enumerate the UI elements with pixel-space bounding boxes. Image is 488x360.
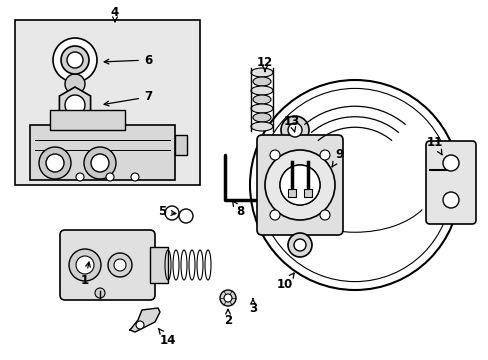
Circle shape bbox=[319, 210, 329, 220]
Text: 8: 8 bbox=[232, 201, 244, 219]
Circle shape bbox=[61, 46, 89, 74]
Text: 11: 11 bbox=[426, 136, 442, 155]
FancyBboxPatch shape bbox=[60, 230, 155, 300]
Circle shape bbox=[269, 210, 280, 220]
Circle shape bbox=[319, 150, 329, 160]
Circle shape bbox=[220, 290, 236, 306]
Circle shape bbox=[258, 89, 451, 282]
Text: 4: 4 bbox=[111, 5, 119, 22]
Bar bbox=[15, 20, 200, 185]
Bar bbox=[304, 189, 311, 197]
Circle shape bbox=[65, 74, 85, 94]
Circle shape bbox=[442, 155, 458, 171]
Text: 7: 7 bbox=[104, 90, 152, 106]
Circle shape bbox=[131, 173, 139, 181]
Circle shape bbox=[95, 288, 105, 298]
Circle shape bbox=[67, 52, 83, 68]
Circle shape bbox=[53, 38, 97, 82]
Circle shape bbox=[280, 165, 319, 205]
Circle shape bbox=[39, 147, 71, 179]
FancyBboxPatch shape bbox=[257, 135, 342, 235]
Text: 9: 9 bbox=[331, 148, 344, 167]
Text: 2: 2 bbox=[224, 309, 232, 327]
Ellipse shape bbox=[250, 68, 272, 77]
Circle shape bbox=[108, 253, 132, 277]
Circle shape bbox=[293, 239, 305, 251]
Circle shape bbox=[65, 95, 85, 115]
Text: 13: 13 bbox=[284, 116, 300, 132]
Text: 14: 14 bbox=[158, 329, 176, 346]
Circle shape bbox=[106, 173, 114, 181]
Polygon shape bbox=[59, 87, 90, 123]
Text: 3: 3 bbox=[248, 299, 257, 315]
Ellipse shape bbox=[250, 86, 272, 95]
Circle shape bbox=[442, 192, 458, 208]
Circle shape bbox=[281, 116, 308, 144]
Circle shape bbox=[136, 321, 143, 329]
Circle shape bbox=[287, 233, 311, 257]
Text: 6: 6 bbox=[104, 54, 152, 67]
Ellipse shape bbox=[250, 104, 272, 113]
Circle shape bbox=[76, 173, 84, 181]
Circle shape bbox=[46, 154, 64, 172]
FancyBboxPatch shape bbox=[425, 141, 475, 224]
Bar bbox=[30, 125, 175, 180]
Bar bbox=[150, 247, 168, 283]
Circle shape bbox=[280, 165, 319, 205]
Bar bbox=[175, 135, 186, 155]
Text: 1: 1 bbox=[81, 262, 90, 287]
Circle shape bbox=[114, 259, 126, 271]
Text: 10: 10 bbox=[276, 273, 294, 292]
Circle shape bbox=[264, 150, 334, 220]
Text: 5: 5 bbox=[158, 206, 176, 219]
Circle shape bbox=[76, 256, 94, 274]
Ellipse shape bbox=[252, 113, 270, 122]
Circle shape bbox=[224, 294, 231, 302]
Bar bbox=[50, 110, 125, 130]
Ellipse shape bbox=[252, 95, 270, 104]
Text: 12: 12 bbox=[256, 55, 273, 71]
Circle shape bbox=[69, 249, 101, 281]
Polygon shape bbox=[130, 308, 160, 332]
Bar bbox=[287, 189, 295, 197]
Circle shape bbox=[249, 80, 459, 290]
Ellipse shape bbox=[250, 122, 272, 131]
Circle shape bbox=[287, 123, 302, 137]
Ellipse shape bbox=[252, 77, 270, 86]
Circle shape bbox=[269, 150, 280, 160]
Circle shape bbox=[84, 147, 116, 179]
Circle shape bbox=[91, 154, 109, 172]
